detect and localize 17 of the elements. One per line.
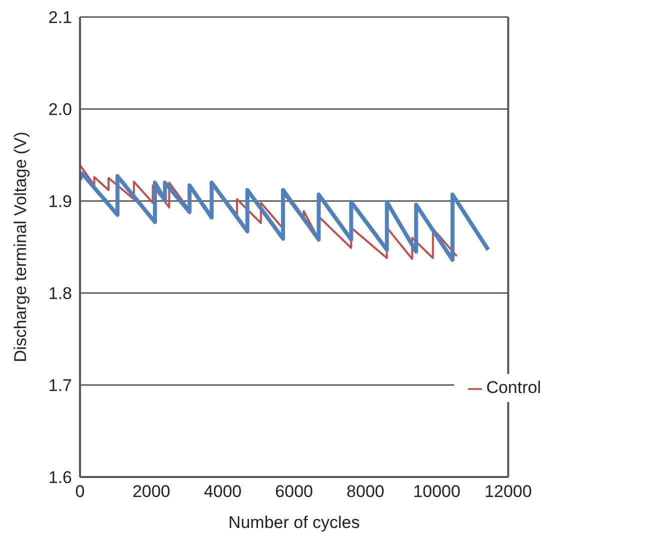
y-tick-label: 1.8 — [48, 284, 72, 304]
x-tick-label: 10000 — [413, 482, 460, 502]
line-series — [80, 171, 490, 262]
y-tick-label: 2.0 — [48, 100, 72, 120]
y-tick-label: 2.1 — [48, 8, 72, 28]
x-tick-label: 8000 — [346, 482, 384, 502]
x-tick-label: 0 — [75, 482, 85, 502]
x-tick-label: 6000 — [275, 482, 314, 502]
y-axis-title: Discharge terminal Voltage (V) — [11, 132, 30, 362]
legend-label: Control — [486, 378, 541, 397]
x-tick-label: 12000 — [484, 482, 532, 502]
x-tick-label: 2000 — [132, 482, 170, 502]
y-tick-label: 1.6 — [48, 468, 72, 488]
x-axis-title: Number of cycles — [228, 513, 360, 532]
x-tick-label: 4000 — [204, 482, 242, 502]
y-tick-label: 1.7 — [48, 376, 72, 396]
y-tick-label: 1.9 — [48, 192, 72, 212]
